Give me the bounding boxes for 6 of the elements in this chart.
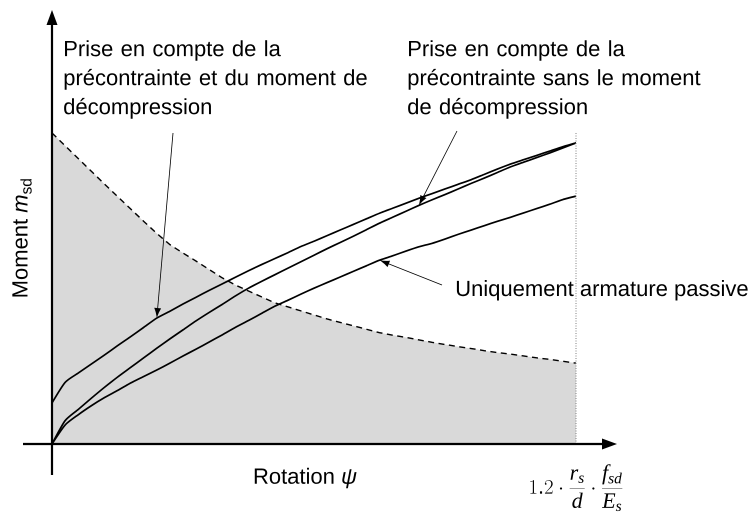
text: Prise en compte de la précontrainte et du moment de décompression (64, 40, 367, 119)
annotation: Uniquement armature passive (456, 280, 748, 301)
text: $1.2\cdot\frac{r_s}{d}\cdot\frac{f_{sd}}{E_s}$ (530, 464, 622, 512)
y-axis-title: Moment m$_{sd}$ (12, 179, 32, 297)
x-axis-title: Rotation ψ (254, 468, 357, 488)
text: Prise en compte de la précontrainte sans le moment de décompression (408, 40, 700, 119)
